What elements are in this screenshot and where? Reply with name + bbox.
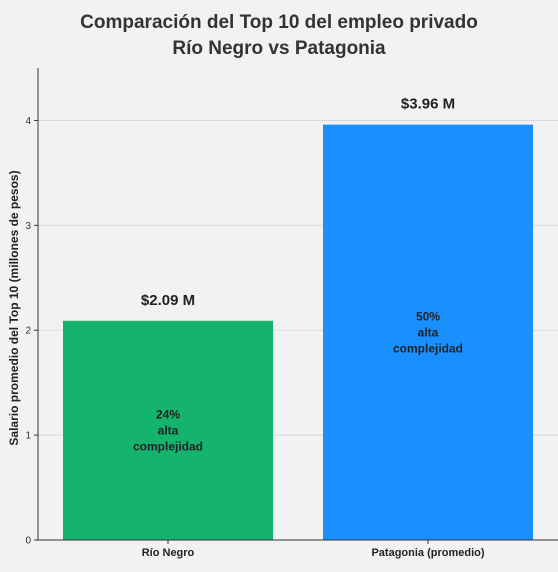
x-ticks: Río Negro Patagonia (promedio) — [142, 540, 485, 559]
y-tick-label: 1 — [25, 431, 31, 442]
bars — [63, 124, 533, 540]
value-label: $2.09 M — [141, 292, 195, 309]
value-label: $3.96 M — [401, 96, 455, 113]
bar-inner-label: complejidad — [133, 439, 203, 453]
x-tick-label: Río Negro — [142, 547, 195, 559]
x-tick-label: Patagonia (promedio) — [371, 547, 484, 559]
y-ticks: 0 1 2 3 4 — [25, 116, 38, 547]
chart-title-line-2: Río Negro vs Patagonia — [172, 38, 386, 59]
y-tick-label: 3 — [25, 221, 31, 232]
chart-title-line-1: Comparación del Top 10 del empleo privad… — [80, 12, 478, 33]
bar-inner-label: alta — [158, 423, 179, 437]
y-tick-label: 4 — [25, 116, 31, 127]
bar-inner-label: complejidad — [393, 341, 463, 355]
bar-0 — [63, 320, 273, 540]
bar-inner-label: 24% — [156, 407, 180, 421]
y-axis-label: Salario promedio del Top 10 (millones de… — [7, 170, 21, 445]
y-tick-label: 2 — [25, 326, 31, 337]
y-tick-label: 0 — [25, 536, 31, 547]
bar-inner-label: 50% — [416, 309, 440, 323]
bar-inner-label: alta — [418, 325, 439, 339]
data-labels: $2.09 M 24% alta complejidad $3.96 M 50% alta c… — [133, 96, 463, 454]
bar-1 — [323, 124, 533, 540]
